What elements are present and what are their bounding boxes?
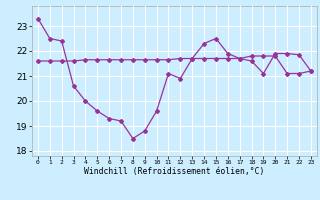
X-axis label: Windchill (Refroidissement éolien,°C): Windchill (Refroidissement éolien,°C) [84, 167, 265, 176]
